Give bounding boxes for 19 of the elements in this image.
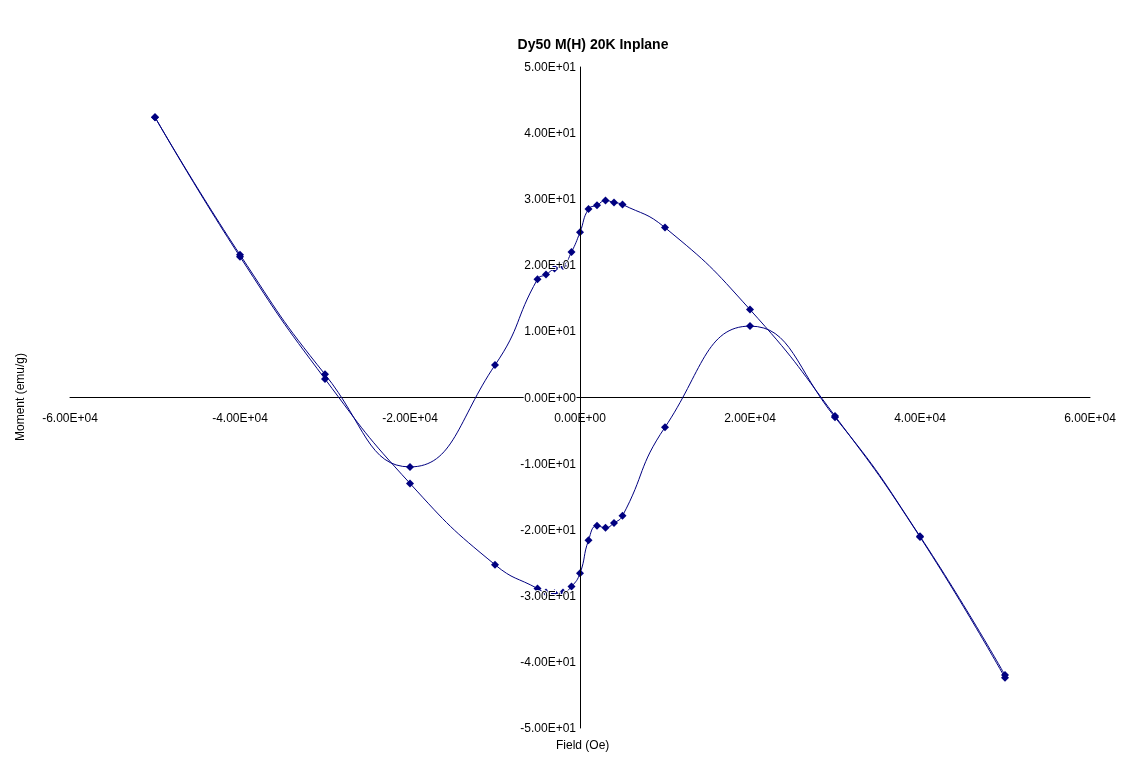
x-tick-label: 2.00E+04 (724, 410, 777, 425)
y-tick-label: -1.00E+01 (520, 456, 577, 471)
y-tick-label: 0.00E+00 (524, 390, 577, 405)
y-tick-label: -4.00E+01 (520, 654, 577, 669)
y-tick-label: -3.00E+01 (520, 588, 577, 603)
y-tick-label: 3.00E+01 (524, 192, 577, 207)
y-tick-label: -5.00E+01 (520, 721, 577, 735)
y-tick-label: 4.00E+01 (524, 126, 577, 141)
x-tick-label: 6.00E+04 (1064, 410, 1117, 425)
y-tick-label: -2.00E+01 (520, 522, 577, 537)
chart-title: Dy50 M(H) 20K Inplane (517, 36, 669, 52)
x-axis-title: Field (Oe) (556, 738, 610, 752)
y-tick-label: 5.00E+01 (524, 60, 577, 74)
y-tick-label: 1.00E+01 (524, 324, 577, 339)
y-axis-title: Moment (emu/g) (13, 352, 27, 442)
x-tick-label: -4.00E+04 (212, 410, 269, 425)
x-tick-label: -6.00E+04 (42, 410, 99, 425)
x-tick-label: 4.00E+04 (894, 410, 947, 425)
x-tick-label: -2.00E+04 (382, 410, 439, 425)
